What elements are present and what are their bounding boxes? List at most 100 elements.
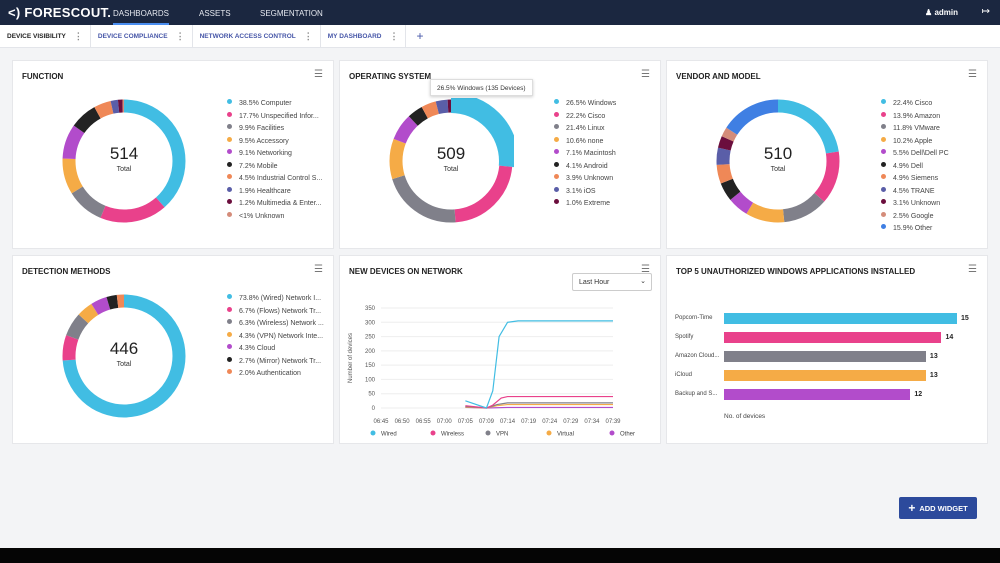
legend-label[interactable]: Virtual <box>557 432 574 438</box>
time-range-select[interactable]: Last Hour ⌄ <box>572 273 652 291</box>
tab-device-visibility[interactable]: DEVICE VISIBILITY ⋮ <box>0 25 91 47</box>
logout-icon[interactable]: ↦ <box>981 6 990 17</box>
legend-item[interactable]: 7.2% Mobile <box>227 161 322 175</box>
bar[interactable] <box>724 370 926 381</box>
legend-item[interactable]: 3.1% iOS <box>554 186 616 200</box>
legend-dot-icon <box>554 174 559 179</box>
legend-dot-icon <box>554 111 559 117</box>
legend-item[interactable]: 13.9% Amazon <box>881 111 949 125</box>
legend-item[interactable]: 17.7% Unspecified Infor... <box>227 111 322 125</box>
tab-device-compliance[interactable]: DEVICE COMPLIANCE ⋮ <box>91 25 193 47</box>
legend-dot-icon <box>227 344 232 349</box>
add-widget-button[interactable]: + ADD WIDGET <box>899 497 977 519</box>
x-tick-label: 07:24 <box>542 419 558 425</box>
donut-slice[interactable] <box>716 99 840 223</box>
legend-label: 2.5% Google <box>893 212 934 220</box>
kebab-icon[interactable]: ⋮ <box>303 30 313 41</box>
legend-item[interactable]: 4.9% Siemens <box>881 174 949 187</box>
legend-item[interactable]: 4.5% TRANE <box>881 186 949 200</box>
legend-item[interactable]: 26.5% Windows <box>554 99 616 112</box>
donut-slice[interactable] <box>389 99 513 223</box>
donut-slice[interactable] <box>389 99 513 223</box>
kebab-icon[interactable]: ⋮ <box>73 30 83 41</box>
legend-item[interactable]: <1% Unknown <box>227 211 322 225</box>
legend-dot-icon <box>227 124 232 129</box>
donut-slice[interactable] <box>716 99 840 223</box>
legend-item[interactable]: 73.8% (Wired) Network I... <box>227 294 324 307</box>
legend-item[interactable]: 1.0% Extreme <box>554 199 616 212</box>
legend-item[interactable]: 4.9% Dell <box>881 161 949 175</box>
legend-item[interactable]: 15.9% Other <box>881 224 949 237</box>
kebab-icon[interactable]: ⋮ <box>175 30 185 41</box>
legend-item[interactable]: 2.0% Authentication <box>227 369 324 382</box>
menu-icon[interactable]: ☰ <box>968 69 977 80</box>
tab-my-dashboard[interactable]: MY DASHBOARD ⋮ <box>321 25 407 47</box>
donut-slice[interactable] <box>716 99 840 223</box>
menu-icon[interactable]: ☰ <box>968 264 977 275</box>
legend-item[interactable]: 3.1% Unknown <box>881 199 949 212</box>
legend-item[interactable]: 3.9% Unknown <box>554 174 616 187</box>
legend-label: 1.2% Multimedia & Enter... <box>239 200 322 207</box>
bar[interactable] <box>724 332 942 343</box>
legend-dot-icon <box>881 136 886 142</box>
legend-item[interactable]: 9.1% Networking <box>227 149 322 162</box>
bar[interactable] <box>724 389 911 400</box>
menu-icon[interactable]: ☰ <box>641 69 650 80</box>
tab-label: NETWORK ACCESS CONTROL <box>199 32 296 40</box>
legend-item[interactable]: 21.4% Linux <box>554 124 616 137</box>
legend-item[interactable]: 10.6% none <box>554 136 616 150</box>
legend-item[interactable]: 38.5% Computer <box>227 99 322 112</box>
legend-item[interactable]: 7.1% Macintosh <box>554 149 616 162</box>
legend-label[interactable]: Wired <box>381 432 397 438</box>
donut-slice[interactable] <box>62 99 186 223</box>
donut-slice[interactable] <box>62 99 186 223</box>
menu-icon[interactable]: ☰ <box>314 69 323 80</box>
legend-label: 3.1% iOS <box>566 187 596 195</box>
legend-dot-icon <box>881 124 886 129</box>
menu-icon[interactable]: ☰ <box>641 264 650 275</box>
legend: 73.8% (Wired) Network I... 6.7% (Flows) N… <box>227 294 324 382</box>
legend-item[interactable]: 9.9% Facilities <box>227 124 322 137</box>
legend-label[interactable]: Other <box>620 432 635 438</box>
donut-slice[interactable] <box>62 99 186 223</box>
legend-item[interactable]: 4.3% Cloud <box>227 344 324 357</box>
legend-label: 4.3% (VPN) Network Inte... <box>239 332 324 340</box>
legend-item[interactable]: 11.8% VMware <box>881 124 949 137</box>
nav-dashboards[interactable]: DASHBOARDS <box>113 9 170 25</box>
bar[interactable] <box>724 351 926 362</box>
legend-item[interactable]: 1.9% Healthcare <box>227 186 322 200</box>
legend-item[interactable]: 4.5% Industrial Control S... <box>227 174 322 187</box>
legend-item[interactable]: 5.5% Dell\Dell PC <box>881 149 949 162</box>
donut-slice[interactable] <box>62 294 186 418</box>
legend-item[interactable]: 6.3% (Wireless) Network ... <box>227 319 324 332</box>
widget-function: FUNCTION ☰ 514 Total 38.5% Computer 17.7% … <box>12 60 334 249</box>
user-menu[interactable]: ♟ admin <box>925 8 958 17</box>
donut-slice[interactable] <box>62 294 186 418</box>
nav-assets[interactable]: ASSETS <box>199 9 231 18</box>
legend-item[interactable]: 2.7% (Mirror) Network Tr... <box>227 356 324 370</box>
x-tick-label: 06:55 <box>416 419 432 425</box>
legend-item[interactable]: 4.3% (VPN) Network Inte... <box>227 331 324 345</box>
donut-slice[interactable] <box>716 99 840 223</box>
nav-segmentation[interactable]: SEGMENTATION <box>260 9 323 18</box>
legend-item[interactable]: 22.2% Cisco <box>554 111 616 125</box>
forescout-logo[interactable]: <) FORESCOUT. <box>8 5 112 20</box>
tab-network-access-control[interactable]: NETWORK ACCESS CONTROL ⋮ <box>193 25 321 47</box>
donut-slice[interactable] <box>389 99 513 223</box>
menu-icon[interactable]: ☰ <box>314 264 323 275</box>
bar[interactable] <box>724 313 957 324</box>
legend-label: <1% Unknown <box>239 212 285 220</box>
legend-item[interactable]: 9.5% Accessory <box>227 136 322 150</box>
legend-label[interactable]: Wireless <box>441 432 464 438</box>
legend-item[interactable]: 4.1% Android <box>554 161 616 175</box>
legend-label[interactable]: VPN <box>496 432 508 438</box>
legend-item[interactable]: 2.5% Google <box>881 211 949 225</box>
kebab-icon[interactable]: ⋮ <box>389 30 399 41</box>
add-tab-button[interactable]: + <box>416 29 424 43</box>
legend-dot-icon <box>227 186 232 192</box>
legend-label: 4.9% Dell <box>893 162 923 170</box>
legend-item[interactable]: 1.2% Multimedia & Enter... <box>227 199 322 212</box>
legend-item[interactable]: 22.4% Cisco <box>881 99 949 112</box>
legend-item[interactable]: 10.2% Apple <box>881 136 949 150</box>
legend-item[interactable]: 6.7% (Flows) Network Tr... <box>227 306 324 320</box>
